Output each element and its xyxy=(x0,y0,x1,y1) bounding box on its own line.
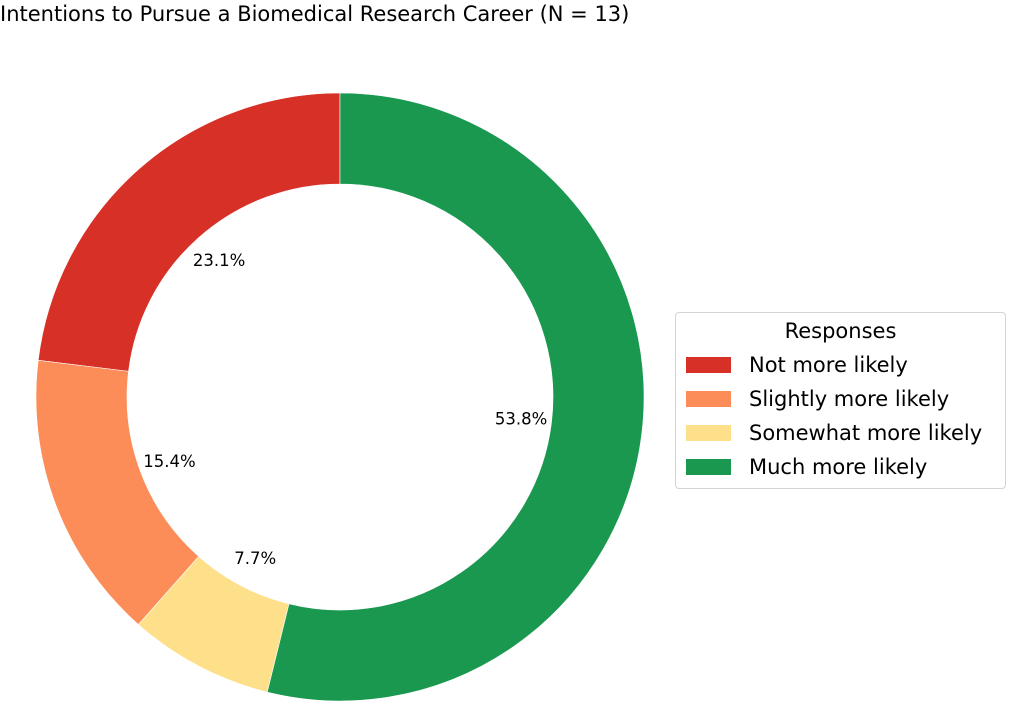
legend-label: Much more likely xyxy=(749,455,928,479)
legend-item: Not more likely xyxy=(686,353,908,377)
legend-item: Slightly more likely xyxy=(686,387,949,411)
legend-title: Responses xyxy=(784,319,897,343)
slice-much-more-likely xyxy=(266,92,645,702)
legend-swatch xyxy=(686,425,731,441)
legend-item: Somewhat more likely xyxy=(686,421,982,445)
legend-item: Much more likely xyxy=(686,455,927,479)
slice-not-more-likely xyxy=(37,92,341,372)
legend-swatch xyxy=(686,391,731,407)
legend-label: Somewhat more likely xyxy=(749,421,983,445)
percent-label: 53.8% xyxy=(495,409,547,428)
percent-labels: 23.1% 15.4% 7.7% 53.8% xyxy=(143,251,547,568)
percent-label: 23.1% xyxy=(193,251,245,270)
legend: Responses Not more likely Slightly more l… xyxy=(675,312,1006,489)
legend-swatch xyxy=(686,357,731,373)
chart-title: Intentions to Pursue a Biomedical Resear… xyxy=(0,2,630,26)
legend-label: Not more likely xyxy=(749,353,908,377)
donut-slices xyxy=(35,92,645,702)
percent-label: 15.4% xyxy=(143,452,195,471)
percent-label: 7.7% xyxy=(234,549,276,568)
legend-swatch xyxy=(686,459,731,475)
legend-label: Slightly more likely xyxy=(749,387,950,411)
